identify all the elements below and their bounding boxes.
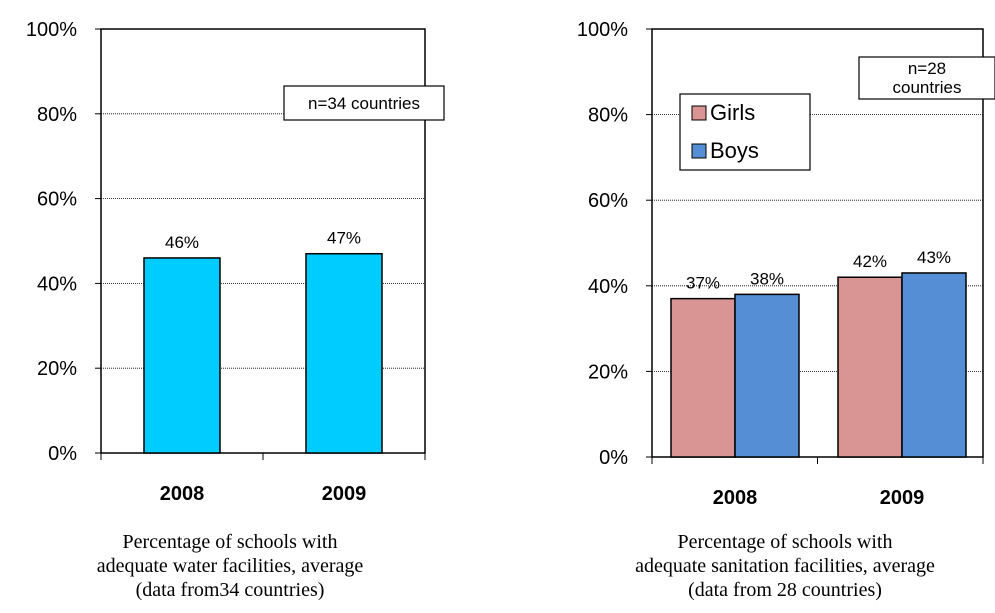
- chart-2-caption-line-2: adequate sanitation facilities, average: [635, 555, 935, 577]
- chart-2-annotation-text: countries: [893, 78, 962, 97]
- chart-1-data-label: 47%: [327, 229, 361, 248]
- chart-1-y-tick-label: 80%: [37, 104, 77, 126]
- chart-2-x-tick-label: 2008: [713, 487, 758, 509]
- chart-2-caption: Percentage of schools with adequate sani…: [570, 530, 995, 602]
- chart-2-caption-line-1: Percentage of schools with: [677, 531, 893, 553]
- chart-2-bar-girls-2008: [670, 297, 736, 458]
- chart-1-x-tick-label: 2008: [160, 483, 205, 505]
- chart-2-data-label: 42%: [853, 252, 887, 271]
- chart-1-caption: Percentage of schools with adequate wate…: [30, 530, 430, 602]
- chart-2-y-tick-label: 100%: [577, 19, 628, 41]
- chart-1-annotation-text: n=34 countries: [308, 94, 420, 113]
- chart-1-bar-2009: [305, 252, 383, 454]
- chart-2-legend-swatch-girls: [691, 105, 707, 121]
- chart-2-x-tick-label: 2009: [880, 487, 925, 509]
- chart-1-y-tick-label: 60%: [37, 189, 77, 211]
- chart-2-bar-boys-2008: [734, 293, 800, 458]
- chart-2-bar-girls-2009: [837, 276, 903, 458]
- chart-1-caption-line-3: (data from34 countries): [135, 579, 325, 601]
- chart-2-data-label: 43%: [917, 248, 951, 267]
- chart-2-annotation-text: n=28: [908, 59, 946, 78]
- chart-2-y-tick-label: 60%: [588, 190, 628, 212]
- chart-1-data-label: 46%: [165, 233, 199, 252]
- chart-1-annotation-box: [283, 85, 445, 121]
- chart-1-y-tick-label: 40%: [37, 273, 77, 295]
- chart-2-y-tick-label: 40%: [588, 276, 628, 298]
- chart-1-caption-line-1: Percentage of schools with: [122, 531, 338, 553]
- chart-2-legend-label-girls: Girls: [710, 100, 755, 125]
- chart-2-annotation-box: [858, 56, 995, 100]
- chart-1-caption-line-2: adequate water facilities, average: [96, 555, 364, 577]
- chart-2-data-label: 37%: [686, 274, 720, 293]
- chart-2-data-label: 38%: [750, 269, 784, 288]
- chart-1-y-tick-label: 0%: [48, 443, 77, 465]
- chart-2-caption-line-3: (data from 28 countries): [688, 579, 882, 601]
- chart-1-x-tick-label: 2009: [322, 483, 367, 505]
- chart-2-y-tick-label: 0%: [599, 447, 628, 469]
- chart-2-legend-swatch-boys: [691, 143, 707, 159]
- chart-1-bar-2008: [143, 257, 221, 454]
- chart-1-y-tick-label: 100%: [26, 19, 77, 41]
- chart-2-legend-label-boys: Boys: [710, 138, 759, 163]
- chart-2-y-tick-label: 80%: [588, 105, 628, 127]
- chart-1-y-tick-label: 20%: [37, 358, 77, 380]
- chart-2-y-tick-label: 20%: [588, 361, 628, 383]
- chart-2-bar-boys-2009: [901, 272, 967, 458]
